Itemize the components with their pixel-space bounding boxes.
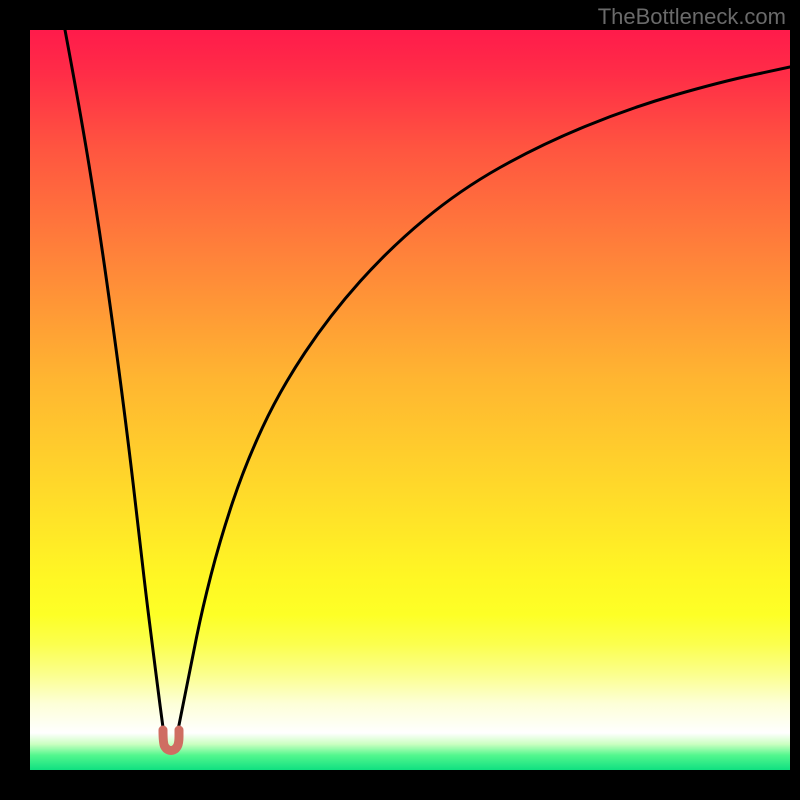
- chart-svg: [30, 30, 790, 770]
- watermark-text: TheBottleneck.com: [598, 4, 786, 30]
- gradient-background: [30, 30, 790, 770]
- chart-frame: TheBottleneck.com: [0, 0, 800, 800]
- plot-area: [30, 30, 790, 770]
